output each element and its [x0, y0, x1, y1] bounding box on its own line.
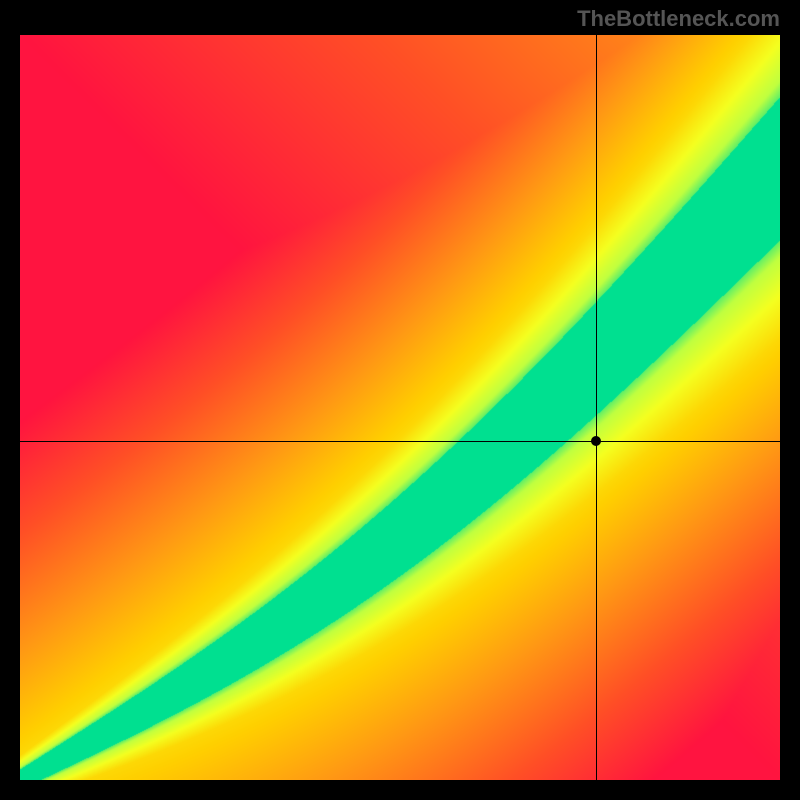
crosshair-vertical [596, 35, 597, 780]
bottleneck-heatmap [20, 35, 780, 780]
crosshair-horizontal [20, 441, 780, 442]
watermark-text: TheBottleneck.com [577, 6, 780, 32]
chart-container: TheBottleneck.com [0, 0, 800, 800]
